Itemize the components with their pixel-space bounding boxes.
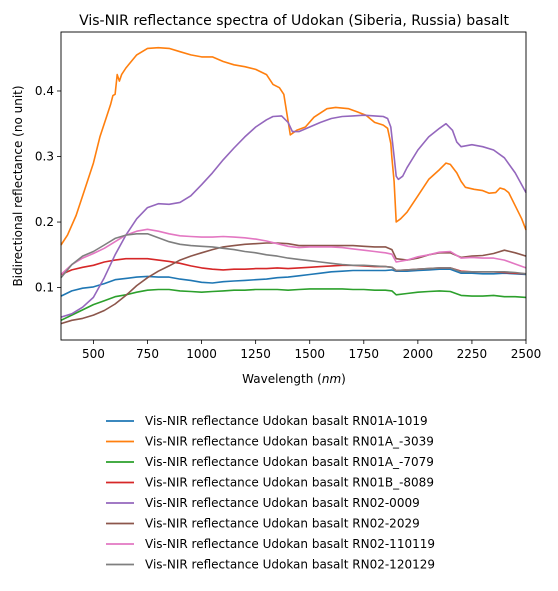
x-tick-label: 2000	[403, 347, 434, 361]
plot-frame	[60, 31, 527, 341]
y-tick-label: 0.1	[35, 281, 54, 295]
series-line-1	[60, 268, 527, 297]
series-line-6	[60, 242, 527, 325]
series-line-5	[60, 114, 527, 318]
legend-label-1: Vis-NIR reflectance Udokan basalt RN01A-…	[145, 414, 428, 428]
y-tick-label: 0.2	[35, 215, 54, 229]
x-tick-label: 1500	[294, 347, 325, 361]
series-line-3	[60, 288, 527, 322]
x-tick-label: 1250	[240, 347, 271, 361]
y-tick-label: 0.3	[35, 150, 54, 164]
x-tick-label: 500	[82, 347, 105, 361]
x-axis-ticks: 500 750 1000 1250 1500 1750 2000 2250 2500	[82, 340, 541, 361]
legend: Vis-NIR reflectance Udokan basalt RN01A-…	[106, 414, 435, 572]
y-axis-ticks: 0.1 0.2 0.3 0.4	[35, 84, 61, 295]
legend-label-8: Vis-NIR reflectance Udokan basalt RN02-1…	[145, 558, 435, 572]
legend-label-4: Vis-NIR reflectance Udokan basalt RN01B_…	[145, 476, 434, 490]
chart-title: Vis-NIR reflectance spectra of Udokan (S…	[79, 13, 509, 29]
legend-label-6: Vis-NIR reflectance Udokan basalt RN02-2…	[145, 517, 420, 531]
y-tick-label: 0.4	[35, 84, 54, 98]
x-tick-label: 2500	[511, 347, 542, 361]
legend-label-2: Vis-NIR reflectance Udokan basalt RN01A_…	[145, 435, 434, 449]
series-line-2	[60, 46, 527, 246]
y-axis-label: Bidirectional reflectance (no unit)	[11, 85, 25, 286]
legend-label-5: Vis-NIR reflectance Udokan basalt RN02-0…	[145, 496, 420, 510]
series-line-8	[60, 233, 527, 279]
x-tick-label: 1000	[186, 347, 217, 361]
legend-label-3: Vis-NIR reflectance Udokan basalt RN01A_…	[145, 455, 434, 469]
x-axis-label-unit: nm	[322, 372, 341, 386]
x-axis-label-close: )	[341, 372, 346, 386]
series-line-7	[60, 228, 527, 276]
plot-series	[60, 46, 527, 325]
x-tick-label: 2250	[457, 347, 488, 361]
x-axis-label: Wavelength (nm)	[242, 372, 346, 386]
x-tick-label: 1750	[349, 347, 380, 361]
x-tick-label: 750	[136, 347, 159, 361]
x-axis-label-text: Wavelength (	[242, 372, 322, 386]
legend-label-7: Vis-NIR reflectance Udokan basalt RN02-1…	[145, 537, 435, 551]
